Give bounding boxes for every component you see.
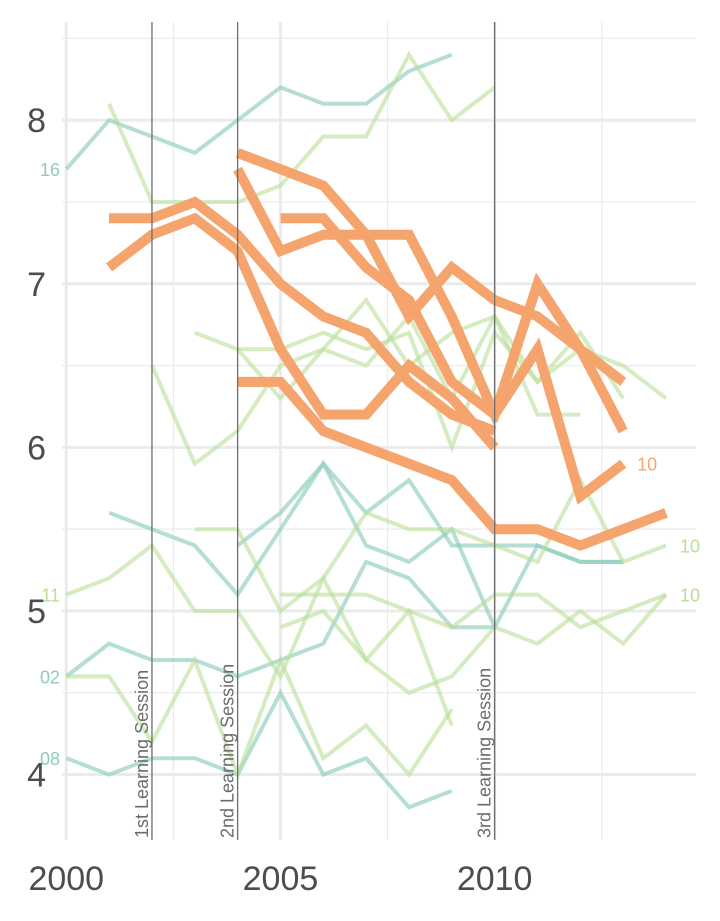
series-line-orange-19	[237, 376, 668, 551]
series-line-lightgreen-5	[65, 542, 454, 727]
session-label: 3rd Learning Session	[475, 668, 495, 838]
grid-major	[62, 22, 696, 840]
y-tick-label: 4	[27, 757, 46, 795]
series-line-teal-0	[64, 52, 453, 171]
x-tick-label: 2010	[457, 860, 533, 898]
series-end-label: 08	[40, 749, 60, 769]
series-line-teal-4	[236, 460, 624, 564]
series-line-orange-14	[109, 196, 497, 436]
series-end-label: 10	[637, 455, 657, 475]
y-tick-label: 6	[27, 429, 46, 467]
end-labels: 16 02 08 11 10 10 10	[40, 160, 700, 769]
x-tick-label: 2000	[28, 860, 104, 898]
learning-sessions: 1st Learning Session 2nd Learning Session…	[132, 22, 496, 840]
y-tick-label: 7	[27, 266, 46, 304]
series-group-orange	[106, 148, 668, 551]
series-line-orange-15	[106, 212, 499, 451]
series-end-label: 11	[41, 586, 60, 606]
series-end-label: 10	[680, 537, 700, 557]
x-axis: 2000 2005 2010	[28, 860, 532, 898]
series-end-label: 10	[680, 586, 700, 606]
series-line-teal-2	[65, 688, 453, 810]
series-group-lightgreen	[65, 50, 668, 781]
series-line-orange-17	[233, 166, 627, 505]
y-tick-label: 5	[27, 593, 46, 631]
series-line-lightgreen-6	[66, 654, 454, 781]
series-line-lightgreen-12	[280, 592, 667, 630]
x-tick-label: 2005	[243, 860, 319, 898]
session-label: 1st Learning Session	[132, 670, 152, 838]
series-end-label: 16	[40, 160, 60, 180]
y-axis: 4 5 6 7 8	[27, 102, 46, 794]
series-line-lightgreen-7	[107, 50, 496, 204]
series-line-orange-16	[235, 148, 627, 386]
series-line-lightgreen-9	[194, 328, 625, 454]
series-line-orange-18	[280, 213, 628, 434]
grid-minor	[62, 22, 696, 840]
session-label: 2nd Learning Session	[218, 664, 238, 838]
series-line-teal-3	[108, 459, 497, 629]
series-end-label: 02	[40, 667, 60, 687]
series-line-lightgreen-13	[279, 593, 668, 696]
y-tick-label: 8	[27, 102, 46, 140]
